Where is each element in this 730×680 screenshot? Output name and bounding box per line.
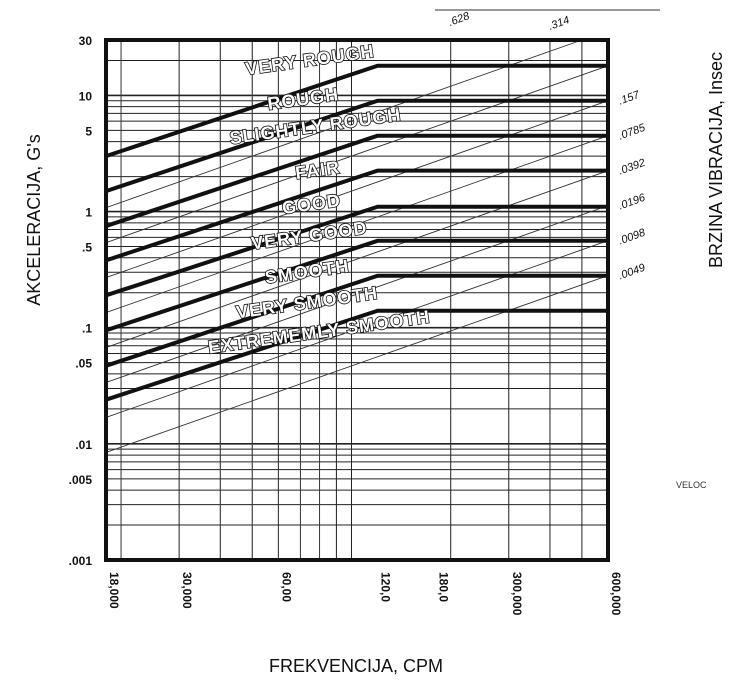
y-tick-label: .05 — [75, 357, 92, 371]
y-tick-label: 5 — [85, 124, 92, 138]
x-tick-label: 60,00 — [279, 572, 293, 602]
velocity-tick-label: .0098 — [617, 226, 648, 247]
x-tick-label: 30,000 — [180, 572, 194, 609]
velocity-tick-label: .0196 — [617, 191, 648, 212]
y-tick-label: .005 — [69, 473, 93, 487]
velocity-tick-label: .157 — [617, 89, 642, 108]
zone-label: ROUGH — [266, 84, 340, 114]
velocity-line — [105, 205, 609, 383]
x-axis-label: FREKVENCIJA, CPM — [269, 656, 443, 676]
velocity-tick-label: .314 — [547, 14, 571, 33]
severity-curve — [105, 204, 608, 298]
velocity-line — [105, 100, 609, 279]
velocity-lines — [105, 9, 660, 453]
y-tick-label: .001 — [69, 554, 93, 568]
velocity-line — [105, 275, 609, 453]
x-tick-label: 300,000 — [510, 572, 524, 616]
severity-curve — [105, 168, 608, 263]
x-tick-label: 600,000 — [609, 572, 623, 616]
y-tick-labels: 30 10 5 1 .5 .1 .05 .01 .005 .001 — [69, 34, 93, 568]
severity-curve — [105, 273, 608, 368]
velocity-line — [105, 240, 609, 418]
velocity-line — [105, 135, 609, 313]
severity-curve — [105, 238, 608, 333]
severity-curve — [105, 308, 608, 402]
severity-curve — [105, 63, 608, 159]
x-tick-labels: 18,000 30,000 60,00 120,0 180,0 300,000 600,00… — [107, 572, 623, 616]
velocity-tick-label: .628 — [447, 10, 472, 29]
zone-label: SMOOTH — [264, 256, 351, 288]
y-tick-label: 10 — [79, 89, 93, 103]
veloc-note: VELOC — [676, 480, 707, 490]
y-tick-label: .01 — [75, 438, 92, 452]
y-tick-label: 30 — [79, 34, 93, 48]
x-tick-label: 18,000 — [107, 572, 121, 609]
severity-curve — [105, 98, 608, 194]
y-tick-label: 1 — [85, 206, 92, 220]
y2-axis-label: BRZINA VIBRACIJA, Insec — [706, 52, 726, 268]
zone-label: GOOD — [281, 190, 342, 218]
velocity-tick-label: .0785 — [617, 122, 648, 143]
velocity-line — [105, 170, 609, 348]
y-tick-label: .5 — [82, 241, 92, 255]
velocity-tick-label: .0392 — [617, 157, 647, 178]
velocity-tick-label: .0049 — [617, 262, 647, 283]
severity-curve — [105, 133, 608, 228]
y-tick-label: .1 — [82, 322, 92, 336]
severity-curves — [105, 63, 608, 402]
x-tick-label: 180,0 — [437, 572, 451, 602]
velocity-line — [105, 65, 609, 244]
x-tick-label: 120,0 — [379, 572, 393, 602]
y-axis-label: AKCELERACIJA, G's — [24, 134, 44, 305]
velocity-line — [105, 39, 583, 209]
plot-frame — [104, 38, 610, 562]
